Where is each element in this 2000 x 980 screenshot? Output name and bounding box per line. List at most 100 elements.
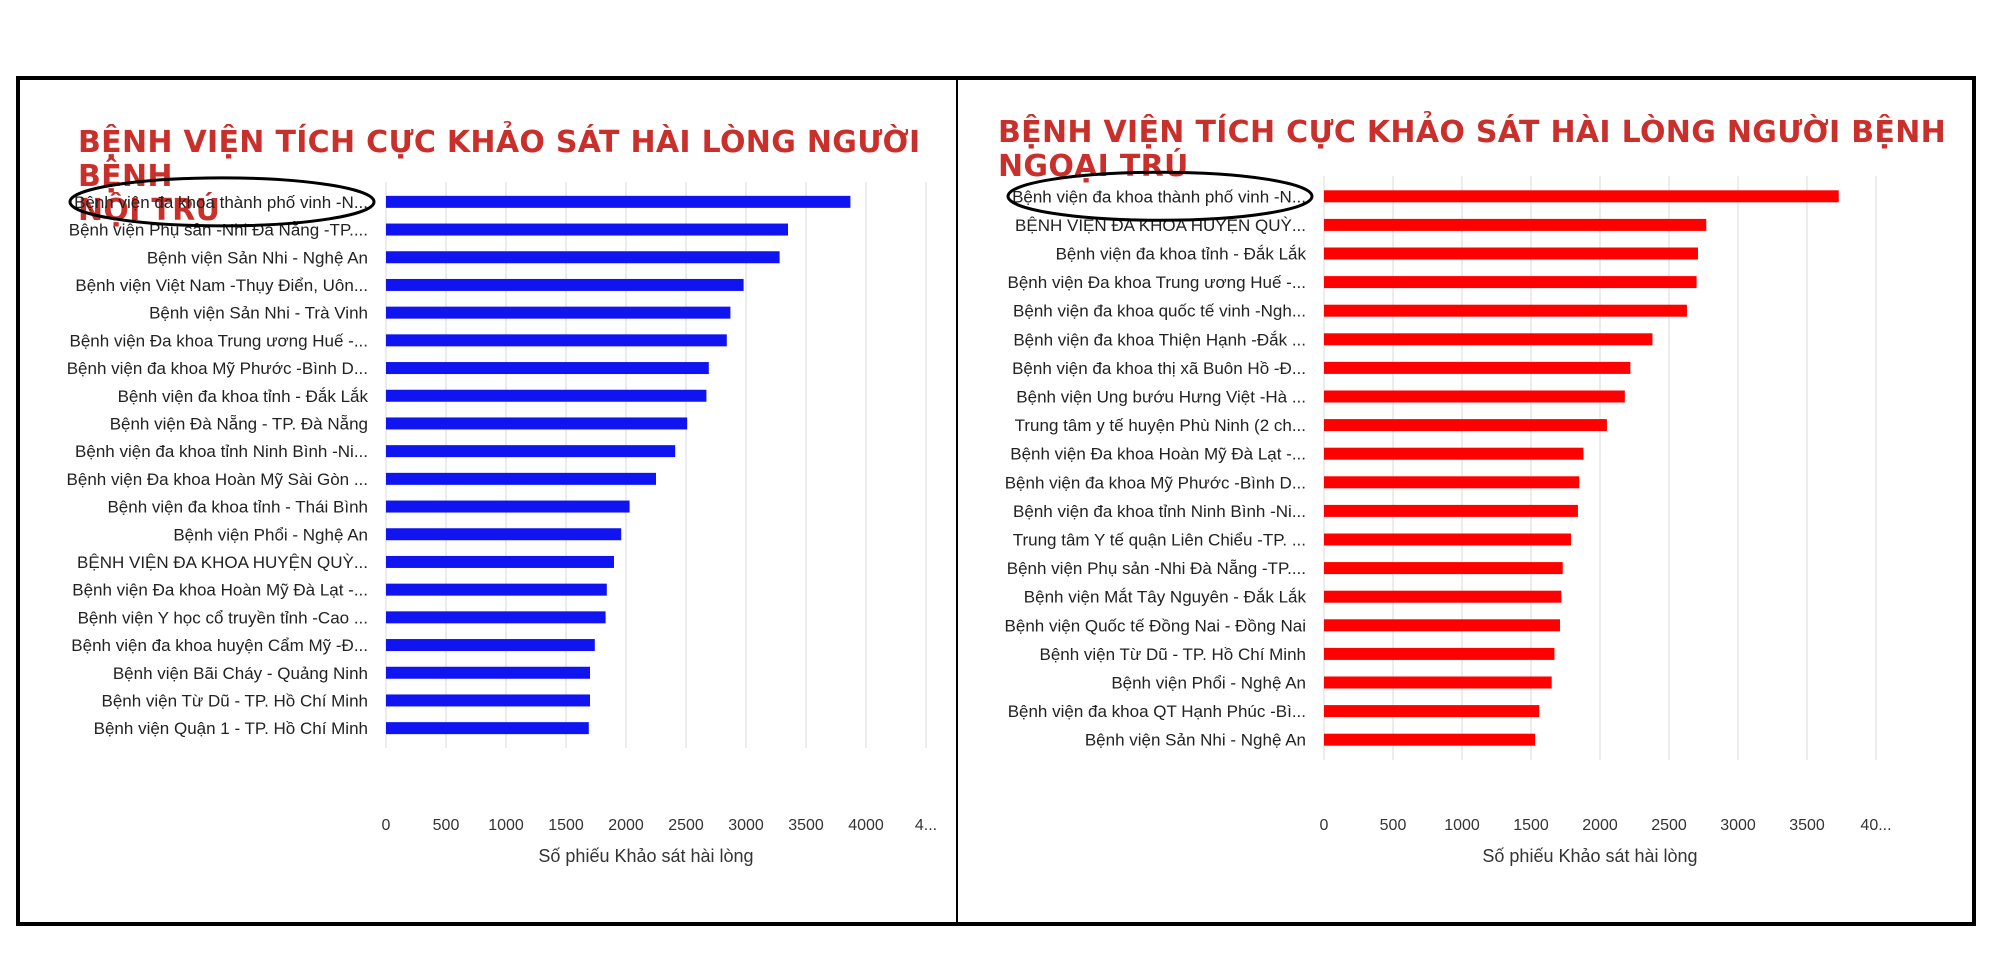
chart-title: BỆNH VIỆN TÍCH CỰC KHẢO SÁT HÀI LÒNG NGƯ… xyxy=(78,126,938,228)
bar xyxy=(1324,218,1707,231)
bar xyxy=(386,278,744,291)
bar xyxy=(386,251,780,264)
category-label: Bệnh viện đa khoa tỉnh - Đắk Lắk xyxy=(118,387,369,406)
category-label: BỆNH VIỆN ĐA KHOA HUYỆN QUỲ... xyxy=(77,553,368,572)
x-tick-label: 0 xyxy=(1320,817,1329,834)
x-tick-label: 1000 xyxy=(488,817,524,834)
category-label: Bệnh viện Từ Dũ - TP. Hồ Chí Minh xyxy=(101,691,368,710)
bar xyxy=(386,528,622,541)
category-label: Bệnh viện Đa khoa Trung ương Huế -... xyxy=(1008,273,1306,292)
x-tick-label: 1500 xyxy=(548,817,584,834)
category-label: Bệnh viện Phổi - Nghệ An xyxy=(173,525,368,544)
bar xyxy=(1324,247,1698,260)
category-label: Bệnh viện Ung bướu Hưng Việt -Hà ... xyxy=(1016,388,1306,407)
category-label: Bệnh viện đa khoa tỉnh - Đắk Lắk xyxy=(1056,245,1307,264)
x-tick-label: 500 xyxy=(433,817,460,834)
bar xyxy=(1324,504,1578,517)
bar xyxy=(386,500,630,513)
category-label: Bệnh viện Y học cổ truyền tỉnh -Cao ... xyxy=(78,608,368,627)
category-label: Bệnh viện đa khoa quốc tế vinh -Ngh... xyxy=(1013,302,1306,321)
bar xyxy=(1324,304,1687,317)
bar xyxy=(386,694,590,707)
category-label: Bệnh viện đa khoa huyện Cẩm Mỹ -Đ... xyxy=(71,636,368,655)
x-tick-label: 1500 xyxy=(1513,817,1549,834)
category-label: Bệnh viện Đa khoa Hoàn Mỹ Sài Gòn ... xyxy=(67,470,368,489)
chart-title-line-1: BỆNH VIỆN TÍCH CỰC KHẢO SÁT HÀI LÒNG NGƯ… xyxy=(998,115,1947,150)
bar xyxy=(386,389,707,402)
category-label: Bệnh viện Sản Nhi - Trà Vinh xyxy=(149,304,368,323)
x-tick-label: 3000 xyxy=(1720,817,1756,834)
category-label: Bệnh viện đa khoa tỉnh Ninh Bình -Ni... xyxy=(1013,502,1306,521)
bar xyxy=(386,195,851,208)
category-label: Bệnh viện Phụ sản -Nhi Đà Nẵng -TP.... xyxy=(69,221,368,240)
highlight-oval xyxy=(68,176,376,228)
category-label: Bệnh viện Sản Nhi - Nghệ An xyxy=(1085,731,1306,750)
bar xyxy=(386,362,709,375)
x-tick-label: 0 xyxy=(382,817,391,834)
bar xyxy=(1324,647,1555,660)
category-label: Bệnh viện đa khoa thị xã Buôn Hồ -Đ... xyxy=(1012,359,1306,378)
bar xyxy=(1324,190,1839,203)
category-label: Bệnh viện Phổi - Nghệ An xyxy=(1111,674,1306,693)
category-label: Bệnh viện đa khoa tỉnh Ninh Bình -Ni... xyxy=(75,442,368,461)
bar xyxy=(1324,476,1580,489)
x-axis-title: Số phiếu Khảo sát hài lòng xyxy=(1482,846,1697,866)
bar xyxy=(386,555,614,568)
bar xyxy=(386,417,688,430)
chart-title-line-1: BỆNH VIỆN TÍCH CỰC KHẢO SÁT HÀI LÒNG NGƯ… xyxy=(78,125,921,194)
bar xyxy=(1324,390,1625,403)
category-label: Bệnh viện Việt Nam -Thụy Điển, Uôn... xyxy=(75,276,368,295)
bar xyxy=(386,666,590,679)
category-label: Bệnh viện Đa khoa Trung ương Huế -... xyxy=(70,331,368,350)
bar xyxy=(386,583,607,596)
chart-title: BỆNH VIỆN TÍCH CỰC KHẢO SÁT HÀI LÒNG NGƯ… xyxy=(998,116,1958,184)
bar-chart-inpatient: Bệnh viện đa khoa thành phố vinh -N... Bệ… xyxy=(67,176,937,866)
bar xyxy=(1324,705,1540,718)
chart-panel-outpatient: BỆNH VIỆN TÍCH CỰC KHẢO SÁT HÀI LÒNG NGƯ… xyxy=(956,76,1976,926)
bar xyxy=(386,639,595,652)
x-tick-label: 40... xyxy=(1860,817,1891,834)
x-tick-label: 4000 xyxy=(848,817,884,834)
category-label: Bệnh viện Quận 1 - TP. Hồ Chí Minh xyxy=(94,719,368,738)
bar-chart-outpatient: Bệnh viện đa khoa thành phố vinh -N... BỆ… xyxy=(1005,170,1892,866)
x-tick-label: 2500 xyxy=(668,817,704,834)
bar xyxy=(1324,533,1572,546)
highlight-oval xyxy=(1006,170,1314,222)
x-tick-label: 2500 xyxy=(1651,817,1687,834)
bar xyxy=(386,722,589,735)
category-label: Bệnh viện Bãi Cháy - Quảng Ninh xyxy=(113,664,368,683)
category-label: Bệnh viện đa khoa Mỹ Phước -Bình D... xyxy=(1005,473,1306,492)
bar xyxy=(1324,562,1563,575)
category-label: Bệnh viện Sản Nhi - Nghệ An xyxy=(147,248,368,267)
x-axis-title: Số phiếu Khảo sát hài lòng xyxy=(538,846,753,866)
category-label: Bệnh viện Quốc tế Đồng Nai - Đồng Nai xyxy=(1005,616,1306,635)
x-tick-label: 2000 xyxy=(608,817,644,834)
category-label: Bệnh viện đa khoa thành phố vinh -N... xyxy=(74,193,368,212)
bar xyxy=(1324,619,1560,632)
x-tick-label: 3500 xyxy=(1789,817,1825,834)
bar xyxy=(1324,276,1697,289)
category-label: Trung tâm Y tế quận Liên Chiểu -TP. ... xyxy=(1013,531,1306,550)
category-label: Bệnh viện đa khoa tỉnh - Thái Bình xyxy=(107,498,368,517)
bar xyxy=(386,611,606,624)
chart-panel-inpatient: BỆNH VIỆN TÍCH CỰC KHẢO SÁT HÀI LÒNG NGƯ… xyxy=(16,76,958,926)
x-tick-label: 2000 xyxy=(1582,817,1618,834)
bar xyxy=(386,306,731,319)
bar xyxy=(1324,733,1536,746)
x-tick-label: 3000 xyxy=(728,817,764,834)
bar xyxy=(386,445,676,458)
chart-title-line-2: NGOẠI TRÚ xyxy=(998,149,1189,184)
x-tick-label: 4... xyxy=(915,817,937,834)
category-label: BỆNH VIỆN ĐA KHOA HUYỆN QUỲ... xyxy=(1015,216,1306,235)
category-label: Bệnh viện Phụ sản -Nhi Đà Nẵng -TP.... xyxy=(1007,559,1306,578)
category-label: Bệnh viện đa khoa QT Hạnh Phúc -Bì... xyxy=(1008,702,1306,721)
category-label: Bệnh viện Từ Dũ - TP. Hồ Chí Minh xyxy=(1039,645,1306,664)
category-label: Bệnh viện Đà Nẵng - TP. Đà Nẵng xyxy=(110,414,368,433)
category-label: Trung tâm y tế huyện Phù Ninh (2 ch... xyxy=(1015,416,1306,435)
x-tick-label: 3500 xyxy=(788,817,824,834)
bar xyxy=(1324,590,1562,603)
category-label: Bệnh viện đa khoa Thiện Hạnh -Đắk ... xyxy=(1013,330,1306,349)
bar xyxy=(386,472,656,485)
category-label: Bệnh viện Đa khoa Hoàn Mỹ Đà Lạt -... xyxy=(72,581,368,600)
category-label: Bệnh viện Mắt Tây Nguyên - Đắk Lắk xyxy=(1024,588,1307,607)
